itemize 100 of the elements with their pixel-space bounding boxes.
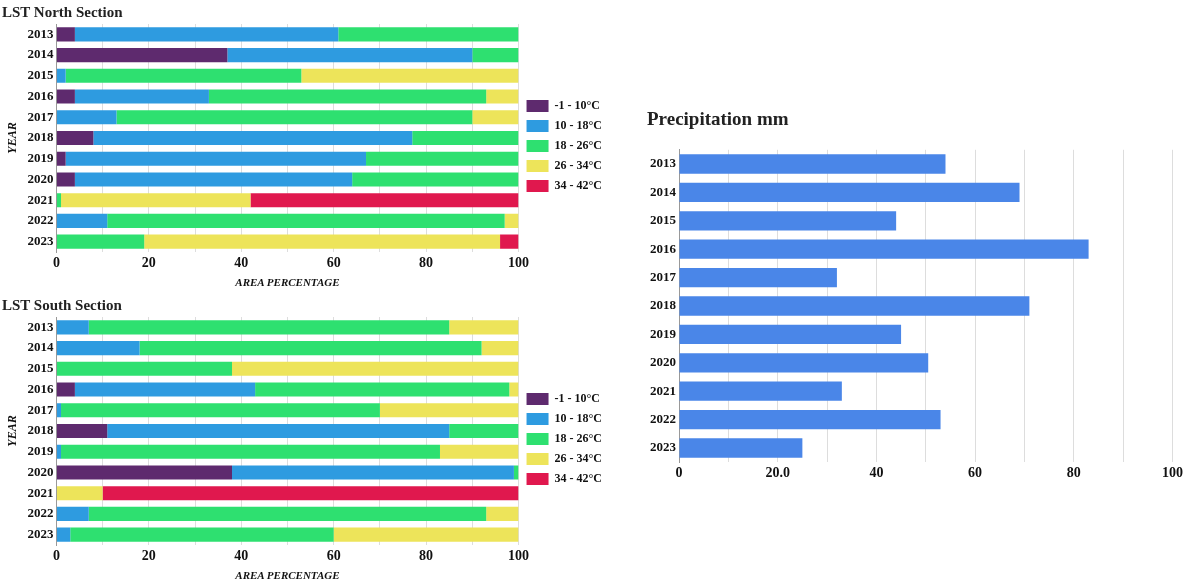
bar	[232, 465, 514, 480]
bar	[56, 151, 66, 166]
x-tick-label: 40	[234, 548, 249, 564]
bar	[301, 68, 519, 83]
bar	[679, 182, 1020, 203]
bar	[61, 193, 251, 208]
bar	[56, 130, 94, 146]
chart-title: LST North Section	[2, 3, 124, 20]
bar	[338, 27, 519, 42]
y-axis-title: YEAR	[5, 122, 20, 154]
x-tick-label: 80	[1066, 465, 1081, 481]
x-tick-label: 20.0	[765, 465, 790, 481]
x-tick-label: 0	[52, 548, 60, 564]
legend-label: 10 - 18°C	[554, 118, 603, 133]
legend-label: 26 - 34°C	[554, 158, 603, 173]
bar	[379, 403, 519, 418]
y-tick-label: 2015	[650, 212, 677, 228]
x-tick-label: 0	[675, 465, 683, 481]
y-tick-label: 2021	[27, 191, 54, 207]
x-tick-label: 40	[869, 465, 884, 481]
y-tick-label: 2015	[27, 67, 54, 83]
x-tick-label: 80	[419, 548, 434, 564]
bar	[107, 213, 505, 228]
bar	[56, 403, 62, 418]
y-tick-label: 2016	[27, 87, 54, 103]
bar	[56, 423, 108, 439]
y-tick-label: 2017	[650, 268, 677, 284]
bar	[56, 213, 108, 228]
legend-label: 18 - 26°C	[554, 138, 603, 153]
bar	[481, 341, 519, 356]
bar	[255, 382, 510, 397]
bar	[65, 151, 367, 166]
legend-label: 34 - 42°C	[554, 178, 603, 193]
bar	[250, 193, 519, 208]
y-tick-label: 2022	[27, 505, 54, 521]
bar	[227, 48, 473, 63]
chart-title: LST South Section	[2, 296, 123, 313]
y-tick-label: 2018	[27, 422, 54, 438]
bar	[70, 527, 334, 542]
bar	[56, 341, 140, 356]
y-tick-label: 2017	[27, 401, 54, 417]
y-tick-label: 2014	[27, 46, 54, 62]
y-tick-label: 2013	[650, 155, 677, 171]
bar	[56, 89, 75, 104]
bar	[679, 211, 897, 231]
y-tick-label: 2019	[27, 150, 54, 166]
bar	[139, 341, 482, 356]
bar	[486, 89, 519, 104]
y-tick-label: 2019	[650, 325, 677, 341]
bar	[56, 444, 62, 459]
y-tick-label: 2021	[27, 484, 54, 500]
x-tick-label: 60	[968, 465, 983, 481]
y-tick-label: 2019	[27, 443, 54, 459]
x-axis-title: AREA PERCENTAGE	[234, 276, 340, 289]
bar	[102, 486, 519, 501]
y-tick-label: 2018	[27, 129, 54, 145]
bar	[486, 506, 519, 521]
bar	[56, 465, 233, 480]
bar	[679, 324, 902, 345]
bar	[208, 89, 487, 104]
bar	[412, 130, 519, 146]
bar	[74, 89, 209, 104]
x-tick-label: 20	[141, 548, 156, 564]
bar	[56, 506, 89, 521]
bar	[333, 527, 519, 542]
bar	[65, 68, 302, 83]
legend-label: 18 - 26°C	[554, 431, 603, 446]
y-tick-label: 2014	[27, 339, 54, 355]
bar	[679, 381, 842, 401]
bar	[509, 382, 519, 397]
legend-label: -1 - 10°C	[554, 98, 601, 113]
y-tick-label: 2021	[650, 382, 676, 398]
bar	[56, 48, 228, 63]
x-tick-label: 100	[508, 255, 530, 271]
bar	[88, 320, 450, 335]
y-tick-label: 2022	[27, 212, 54, 228]
y-tick-label: 2018	[650, 297, 677, 313]
bar	[352, 172, 519, 187]
x-tick-label: 60	[326, 548, 341, 564]
legend-label: -1 - 10°C	[554, 391, 601, 406]
y-tick-label: 2020	[650, 354, 676, 370]
bar	[232, 361, 519, 376]
bar	[56, 486, 103, 501]
bar	[56, 361, 233, 376]
bar	[679, 438, 803, 458]
bar	[56, 320, 89, 335]
bar	[679, 154, 946, 174]
x-tick-label: 100	[1162, 465, 1183, 481]
bar	[93, 130, 413, 146]
bar	[679, 267, 837, 288]
bar	[61, 444, 440, 459]
y-tick-label: 2022	[650, 410, 676, 426]
bar	[513, 465, 519, 480]
y-tick-label: 2014	[650, 183, 677, 199]
bar	[449, 423, 519, 439]
bar	[449, 320, 519, 335]
chart-title: Precipitation mm	[647, 108, 789, 130]
x-tick-label: 60	[326, 255, 341, 271]
bar	[56, 27, 75, 42]
y-tick-label: 2023	[27, 233, 54, 248]
